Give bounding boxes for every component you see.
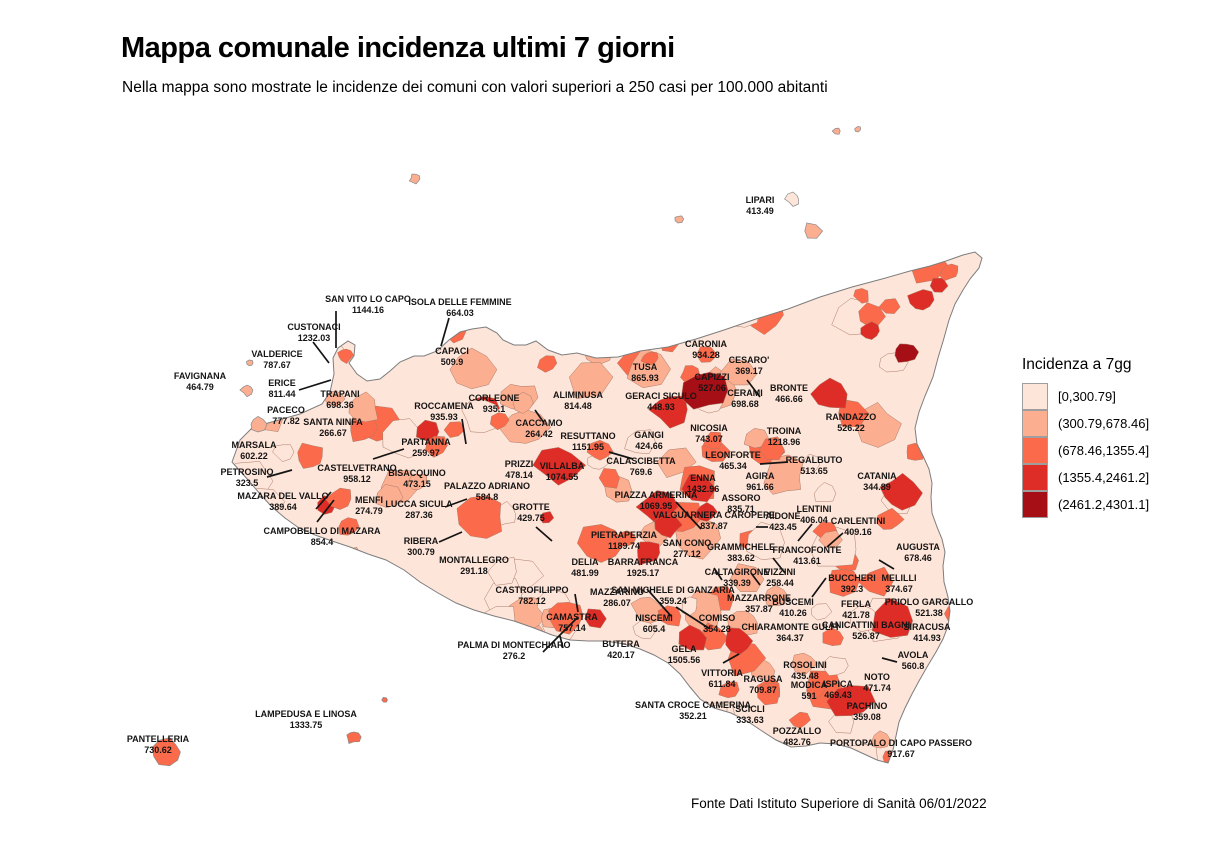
small-island bbox=[854, 126, 862, 133]
legend-item: (678.46,1355.4] bbox=[1022, 437, 1149, 464]
small-island bbox=[784, 191, 799, 207]
legend-item: (300.79,678.46] bbox=[1022, 410, 1149, 437]
legend-swatch bbox=[1022, 437, 1048, 464]
leader-lines bbox=[266, 311, 898, 664]
small-island bbox=[346, 731, 362, 744]
page-subtitle: Nella mappa sono mostrate le incidenze d… bbox=[122, 79, 828, 96]
legend-swatch bbox=[1022, 383, 1048, 410]
small-island bbox=[250, 415, 268, 433]
legend-swatch bbox=[1022, 464, 1048, 491]
legend-items: [0,300.79] (300.79,678.46] (678.46,1355.4]… bbox=[1022, 383, 1149, 518]
small-island bbox=[674, 215, 685, 224]
page-title: Mappa comunale incidenza ultimi 7 giorni bbox=[121, 32, 675, 64]
source-note: Fonte Dati Istituto Superiore di Sanità … bbox=[691, 796, 987, 811]
small-island bbox=[408, 173, 421, 185]
legend-item-label: (300.79,678.46] bbox=[1058, 416, 1150, 431]
legend-item: (2461.2,4301.1] bbox=[1022, 491, 1149, 518]
small-island bbox=[831, 127, 841, 135]
legend: Incidenza a 7gg [0,300.79] (300.79,678.46… bbox=[1022, 356, 1149, 518]
legend-item-label: [0,300.79] bbox=[1058, 389, 1116, 404]
small-island bbox=[239, 384, 254, 398]
legend-swatch bbox=[1022, 491, 1048, 518]
legend-item: [0,300.79] bbox=[1022, 383, 1149, 410]
small-island bbox=[804, 222, 824, 239]
small-island bbox=[246, 359, 254, 367]
legend-swatch bbox=[1022, 410, 1048, 437]
legend-item: (1355.4,2461.2] bbox=[1022, 464, 1149, 491]
legend-title: Incidenza a 7gg bbox=[1022, 356, 1132, 373]
legend-item-label: (678.46,1355.4] bbox=[1058, 443, 1150, 458]
small-island bbox=[381, 697, 388, 703]
legend-item-label: (2461.2,4301.1] bbox=[1058, 497, 1150, 512]
legend-item-label: (1355.4,2461.2] bbox=[1058, 470, 1150, 485]
small-island bbox=[152, 737, 181, 767]
